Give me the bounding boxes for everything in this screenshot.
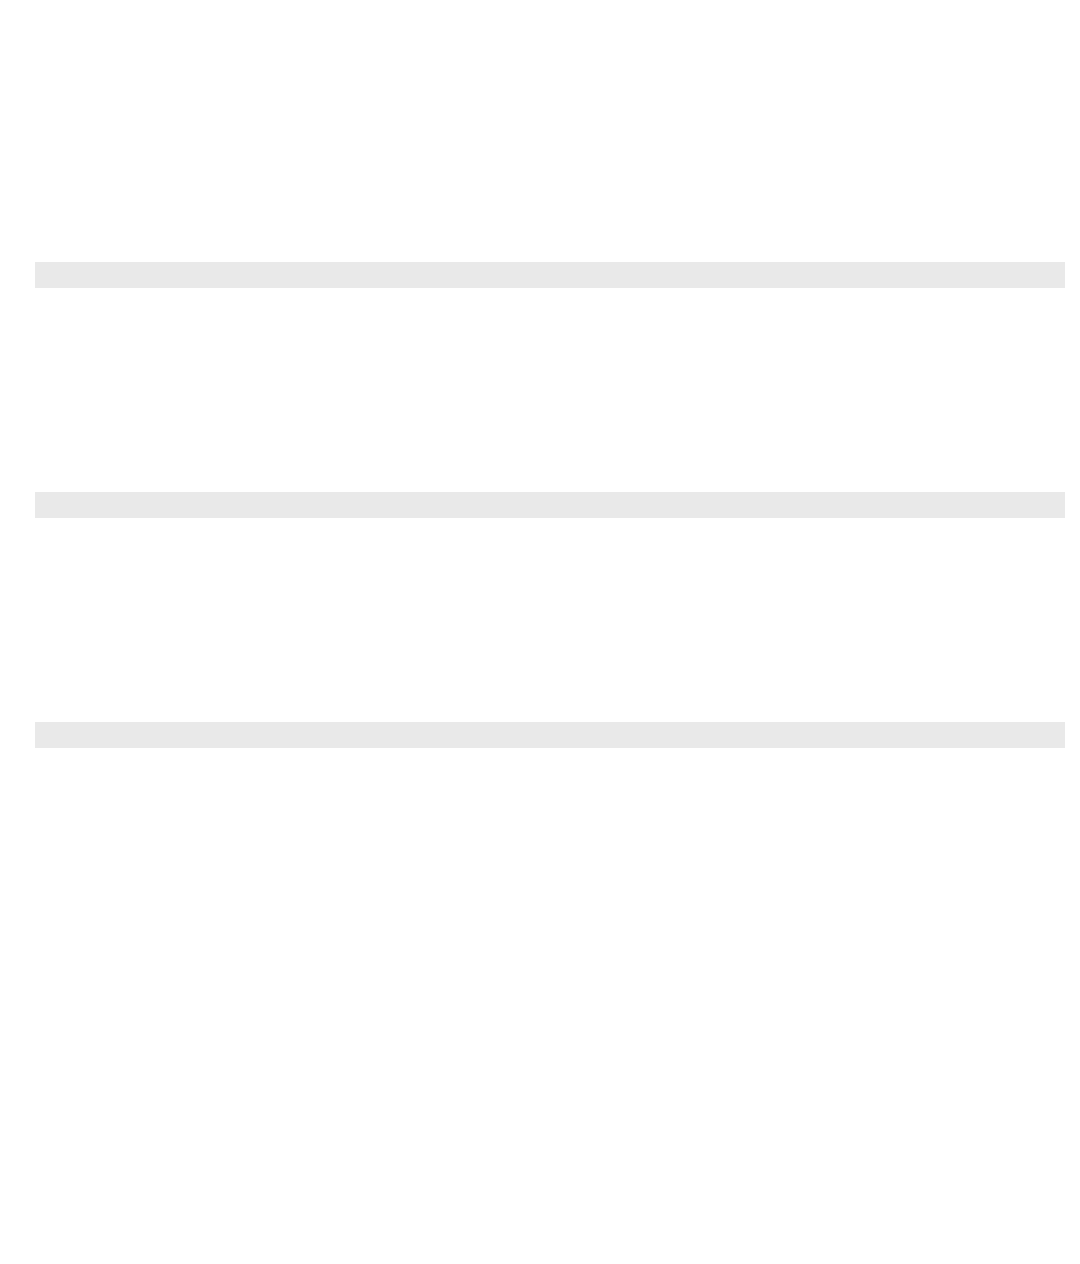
panel-b <box>0 262 1080 488</box>
panel-b-title-band <box>35 262 1065 288</box>
panel-d-title-band <box>35 722 1065 748</box>
panel-a-illustration <box>0 0 1080 258</box>
figure-caption <box>0 1013 1080 1029</box>
nsclc-violin-chart <box>0 288 1080 488</box>
ms-violin-chart <box>0 518 1080 718</box>
panel-c <box>0 492 1080 718</box>
panel-a <box>0 0 1080 258</box>
panel-d <box>0 722 1080 1013</box>
covid19-violin-chart <box>0 748 1080 1013</box>
panel-c-title-band <box>35 492 1065 518</box>
